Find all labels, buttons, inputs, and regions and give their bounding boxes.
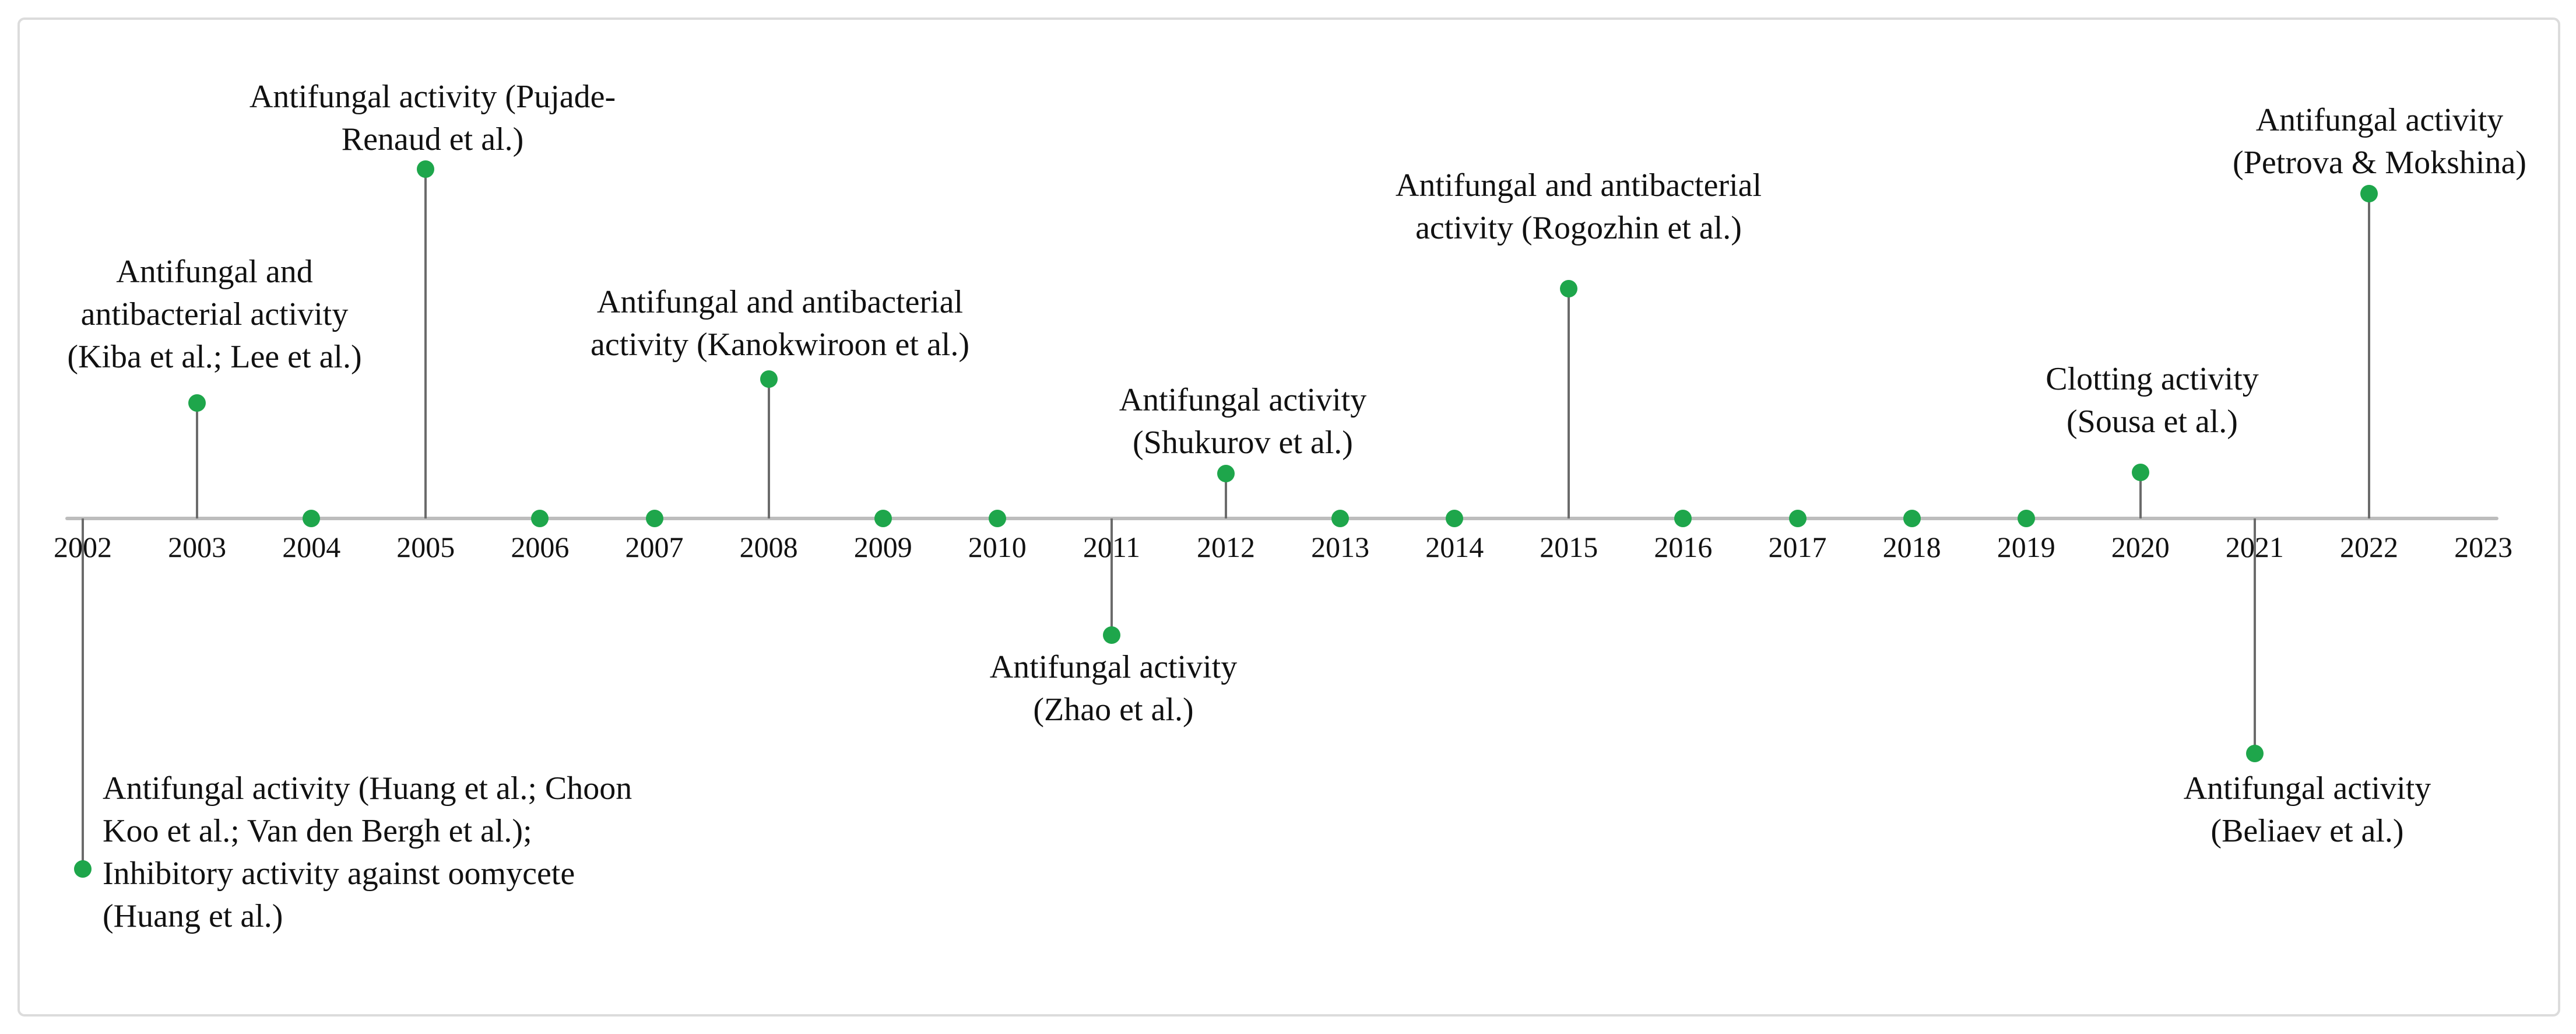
event-dot xyxy=(2245,745,2264,762)
timeline-dot xyxy=(2017,510,2035,527)
event-label: Antifungal activity (Shukurov et al.) xyxy=(1119,379,1367,464)
event-dot xyxy=(1102,626,1120,644)
event-label: Antifungal and antibacterial activity (Ka… xyxy=(591,281,969,366)
event-label-line: Antifungal and antibacterial xyxy=(596,284,964,320)
event-label: Clotting activity (Sousa et al.) xyxy=(2046,358,2259,443)
event-label-line: Antifungal activity xyxy=(1119,382,1367,418)
event-label: Antifungal activity (Beliaev et al.) xyxy=(2184,767,2431,853)
event-label-line: (Huang et al.) xyxy=(103,898,283,934)
timeline-dot xyxy=(874,510,892,527)
event-label-line: (Beliaev et al.) xyxy=(2210,813,2404,849)
chart-border-frame xyxy=(17,17,2560,1017)
timeline-dot xyxy=(988,510,1006,527)
event-label-line: Antifungal activity xyxy=(2255,102,2504,138)
year-tick-label: 2003 xyxy=(168,531,227,563)
event-label-line: (Zhao et al.) xyxy=(1033,692,1194,728)
year-tick-label: 2010 xyxy=(968,531,1027,563)
year-tick-label: 2018 xyxy=(1882,531,1941,563)
timeline-dot xyxy=(1903,510,1921,527)
event-dot xyxy=(2360,185,2378,202)
event-dot xyxy=(2131,464,2149,481)
event-label-line: (Sousa et al.) xyxy=(2067,404,2238,440)
event-label: Antifungal activity (Huang et al.; Choon… xyxy=(103,767,632,938)
event-label-line: Renaud et al.) xyxy=(341,121,524,157)
event-label-line: activity (Kanokwiroon et al.) xyxy=(590,327,970,363)
event-label-line: Antifungal activity (Huang et al.; Choon xyxy=(103,770,632,807)
event-label: Antifungal activity (Petrova & Mokshina) xyxy=(2233,99,2526,184)
year-tick-label: 2008 xyxy=(739,531,798,563)
event-dot xyxy=(188,394,206,412)
event-label-line: Inhibitory activity against oomycete xyxy=(103,856,575,892)
event-stem xyxy=(196,403,199,518)
timeline-dot xyxy=(531,510,549,527)
timeline-dot xyxy=(303,510,321,527)
year-tick-label: 2022 xyxy=(2340,531,2398,563)
year-tick-label: 2005 xyxy=(396,531,455,563)
year-tick-label: 2015 xyxy=(1540,531,1598,563)
event-stem xyxy=(1568,289,1570,518)
event-label-line: activity (Rogozhin et al.) xyxy=(1415,210,1742,246)
event-label-line: Antifungal activity xyxy=(2183,770,2431,807)
timeline-dot xyxy=(645,510,663,527)
year-tick-label: 2006 xyxy=(511,531,570,563)
event-label-line: (Kiba et al.; Lee et al.) xyxy=(67,339,362,375)
event-stem xyxy=(767,379,770,518)
event-stem xyxy=(2253,518,2256,753)
event-label-line: Clotting activity xyxy=(2046,361,2259,397)
event-label: Antifungal activity (Zhao et al.) xyxy=(990,646,1238,731)
timeline-dot xyxy=(1446,510,1464,527)
year-tick-label: 2017 xyxy=(1768,531,1827,563)
event-label: Antifungal activity (Pujade- Renaud et al… xyxy=(249,76,616,161)
event-dot xyxy=(417,160,435,178)
event-stem xyxy=(2139,472,2142,518)
event-label-line: antibacterial activity xyxy=(80,296,349,332)
year-tick-label: 2012 xyxy=(1197,531,1255,563)
event-label-line: (Petrova & Mokshina) xyxy=(2233,145,2526,181)
year-tick-label: 2014 xyxy=(1425,531,1484,563)
event-stem xyxy=(1225,474,1227,518)
event-label-line: Antifungal and antibacterial xyxy=(1395,167,1762,204)
event-stem xyxy=(82,518,84,869)
year-tick-label: 2020 xyxy=(2111,531,2170,563)
year-tick-label: 2013 xyxy=(1311,531,1370,563)
event-dot xyxy=(760,370,778,388)
timeline-dot xyxy=(1331,510,1349,527)
event-stem xyxy=(1110,518,1113,635)
timeline-dot xyxy=(1788,510,1807,527)
timeline-dot xyxy=(1674,510,1692,527)
event-dot xyxy=(74,860,92,878)
year-tick-label: 2023 xyxy=(2454,531,2513,563)
event-dot xyxy=(1217,465,1235,482)
timeline-axis-line xyxy=(65,517,2498,520)
event-label-line: Koo et al.; Van den Bergh et al.); xyxy=(103,813,532,849)
event-label-line: Antifungal activity (Pujade- xyxy=(249,79,616,115)
event-dot xyxy=(1560,280,1578,297)
year-tick-label: 2007 xyxy=(625,531,684,563)
event-label-line: Antifungal and xyxy=(116,254,313,290)
year-tick-label: 2004 xyxy=(282,531,341,563)
event-stem xyxy=(2368,194,2370,518)
year-tick-label: 2016 xyxy=(1654,531,1713,563)
event-label-line: (Shukurov et al.) xyxy=(1133,425,1353,461)
year-tick-label: 2019 xyxy=(1997,531,2055,563)
year-tick-label: 2009 xyxy=(853,531,912,563)
event-label: Antifungal and antibacterial activity (Ro… xyxy=(1396,164,1762,250)
event-stem xyxy=(424,169,427,518)
event-label-line: Antifungal activity xyxy=(989,649,1238,685)
event-label: Antifungal and antibacterial activity (Kib… xyxy=(67,251,361,378)
